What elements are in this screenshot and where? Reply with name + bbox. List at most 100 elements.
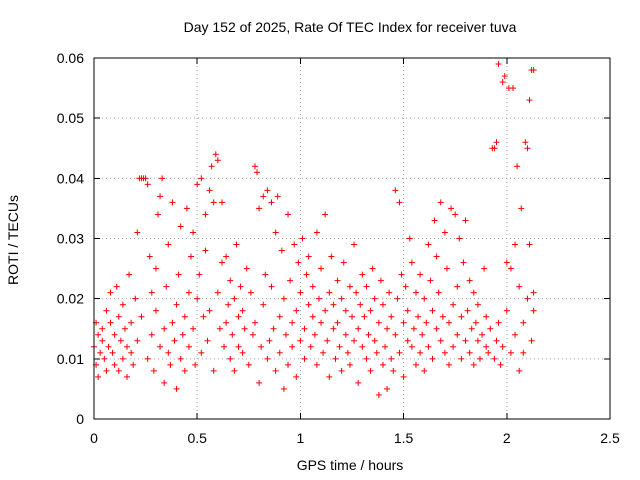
- data-point: [111, 331, 118, 338]
- data-point: [289, 319, 296, 326]
- data-point: [470, 289, 477, 296]
- data-point: [212, 151, 219, 158]
- data-point: [338, 295, 345, 302]
- data-point: [223, 319, 230, 326]
- data-point: [173, 385, 180, 392]
- data-point: [268, 199, 275, 206]
- data-point: [307, 343, 314, 350]
- data-point: [410, 325, 417, 332]
- data-point: [183, 205, 190, 212]
- data-point: [363, 355, 370, 362]
- data-point: [375, 319, 382, 326]
- data-point: [417, 349, 424, 356]
- data-point: [423, 319, 430, 326]
- data-point: [439, 313, 446, 320]
- data-point: [448, 205, 455, 212]
- data-point: [386, 289, 393, 296]
- data-point: [165, 241, 172, 248]
- data-point: [128, 319, 135, 326]
- data-point: [452, 211, 459, 218]
- data-point: [169, 319, 176, 326]
- data-point: [206, 187, 213, 194]
- data-point: [241, 325, 248, 332]
- data-point: [165, 349, 172, 356]
- data-point: [117, 337, 124, 344]
- data-point: [392, 331, 399, 338]
- data-point: [251, 319, 258, 326]
- data-point: [499, 343, 506, 350]
- data-point: [185, 343, 192, 350]
- data-point: [450, 343, 457, 350]
- data-point: [301, 325, 308, 332]
- data-point: [311, 331, 318, 338]
- data-point: [324, 337, 331, 344]
- data-point: [412, 289, 419, 296]
- data-point: [258, 343, 265, 350]
- data-point: [305, 301, 312, 308]
- data-point: [221, 343, 228, 350]
- data-point: [101, 355, 108, 362]
- data-point: [344, 349, 351, 356]
- y-tick-label: 0.03: [57, 231, 84, 247]
- data-point: [514, 163, 521, 170]
- data-point: [111, 361, 118, 368]
- data-point: [163, 283, 170, 290]
- data-point: [303, 271, 310, 278]
- data-point: [218, 259, 225, 266]
- data-point: [126, 271, 133, 278]
- data-point: [208, 163, 215, 170]
- data-point: [528, 337, 535, 344]
- data-point: [429, 307, 436, 314]
- data-point: [342, 307, 349, 314]
- data-point: [406, 235, 413, 242]
- data-point: [148, 289, 155, 296]
- data-point: [441, 349, 448, 356]
- data-point: [485, 349, 492, 356]
- data-point: [227, 355, 234, 362]
- data-point: [326, 373, 333, 380]
- y-tick-label: 0.05: [57, 110, 84, 126]
- data-point: [384, 385, 391, 392]
- data-point: [382, 343, 389, 350]
- data-point: [243, 265, 250, 272]
- data-point: [524, 145, 531, 152]
- data-point: [530, 289, 537, 296]
- data-point: [512, 241, 519, 248]
- data-point: [171, 337, 178, 344]
- data-point: [384, 325, 391, 332]
- data-point: [351, 337, 358, 344]
- data-point: [113, 283, 120, 290]
- data-point: [103, 367, 110, 374]
- data-point: [481, 265, 488, 272]
- data-point: [293, 307, 300, 314]
- data-point: [351, 241, 358, 248]
- x-tick-label: 0.5: [187, 430, 207, 446]
- data-point: [289, 343, 296, 350]
- y-tick-label: 0.04: [57, 170, 84, 186]
- data-point: [198, 175, 205, 182]
- data-point: [507, 349, 514, 356]
- data-point: [124, 373, 131, 380]
- data-point: [371, 337, 378, 344]
- data-point: [379, 361, 386, 368]
- data-point: [161, 325, 168, 332]
- data-point: [483, 313, 490, 320]
- data-point: [404, 307, 411, 314]
- data-point: [190, 325, 197, 332]
- data-point: [375, 391, 382, 398]
- data-point: [179, 331, 186, 338]
- data-point: [454, 331, 461, 338]
- data-point: [328, 253, 335, 260]
- data-point: [433, 253, 440, 260]
- data-point: [462, 217, 469, 224]
- data-point: [408, 259, 415, 266]
- data-point: [421, 367, 428, 374]
- data-point: [239, 349, 246, 356]
- data-point: [173, 301, 180, 308]
- data-point: [200, 313, 207, 320]
- data-point: [270, 325, 277, 332]
- data-point: [297, 289, 304, 296]
- data-point: [95, 331, 102, 338]
- data-point: [154, 211, 161, 218]
- data-point: [124, 343, 131, 350]
